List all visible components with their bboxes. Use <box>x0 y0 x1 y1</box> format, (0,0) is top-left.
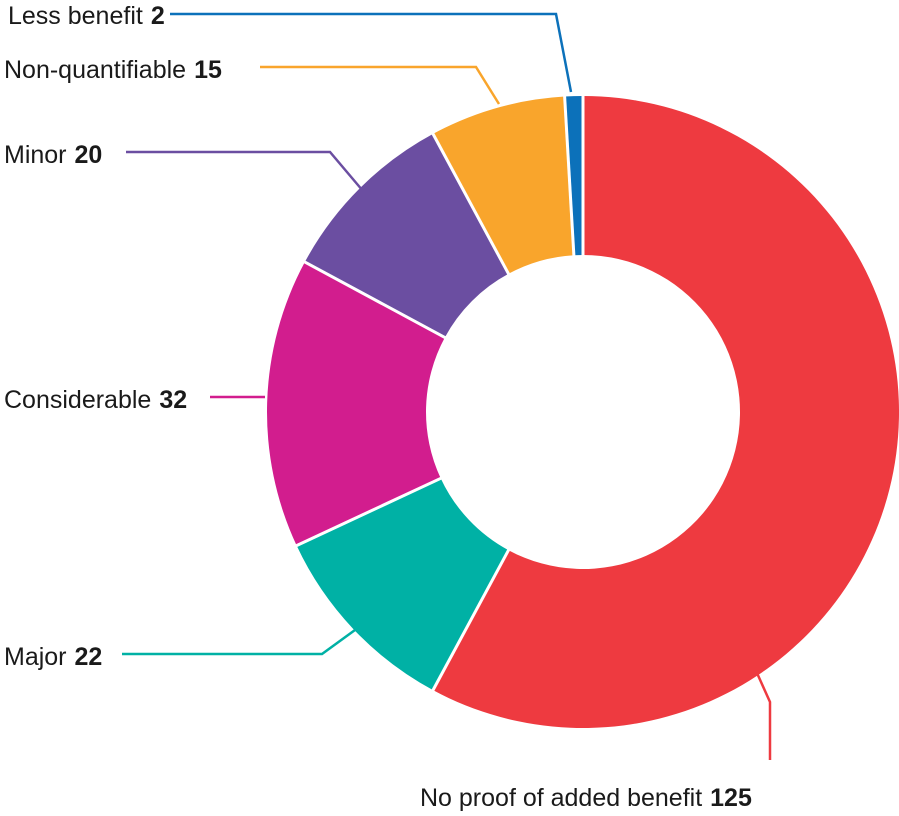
chart-label-minor: Minor 20 <box>4 140 102 170</box>
segment-separator <box>563 95 576 257</box>
chart-label-no-proof-of-added-benefit: No proof of added benefit 125 <box>420 783 752 813</box>
segment-value: 15 <box>194 56 222 84</box>
donut-segment-less-benefit <box>564 95 583 256</box>
chart-label-non-quantifiable: Non-quantifiable 15 <box>4 55 222 85</box>
segment-label: Minor <box>4 141 67 169</box>
segment-separator <box>431 132 511 276</box>
donut-segments <box>267 95 899 728</box>
leader-line-non-quantifiable <box>260 65 501 105</box>
segment-separator <box>303 260 447 340</box>
donut-segment-no-proof-of-added-benefit <box>433 96 899 728</box>
segment-label: Considerable <box>4 386 152 414</box>
chart-label-major: Major 22 <box>4 642 102 672</box>
segment-value: 22 <box>74 643 103 671</box>
leader-line-major <box>122 628 356 656</box>
segment-separator <box>431 548 511 692</box>
chart-label-less-benefit: Less benefit 2 <box>8 1 165 31</box>
segment-label: No proof of added benefit <box>420 784 703 812</box>
segment-value: 125 <box>710 784 752 812</box>
donut-segment-non-quantifiable <box>433 96 574 274</box>
segment-value: 2 <box>150 2 165 30</box>
leader-line-no-proof-of-added-benefit <box>755 672 772 760</box>
leader-lines <box>122 12 772 760</box>
segment-label: Non-quantifiable <box>4 56 187 84</box>
chart-label-considerable: Considerable 32 <box>4 385 187 415</box>
leader-line-minor <box>126 150 364 192</box>
segment-label: Major <box>4 643 67 671</box>
segment-value: 32 <box>159 386 188 414</box>
leader-line-less-benefit <box>170 12 573 93</box>
donut-segment-considerable <box>267 262 445 546</box>
segment-separator <box>295 476 443 548</box>
donut-segment-minor <box>304 133 509 338</box>
segment-value: 20 <box>74 141 103 169</box>
donut-segment-major <box>296 478 509 691</box>
segment-label: Less benefit <box>8 2 143 30</box>
